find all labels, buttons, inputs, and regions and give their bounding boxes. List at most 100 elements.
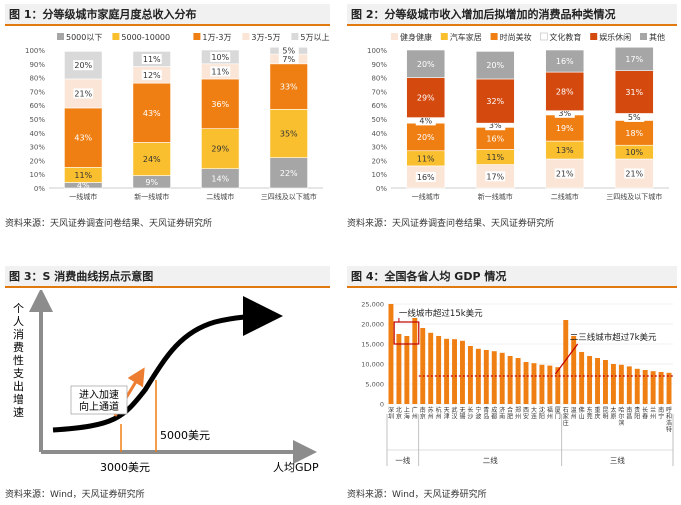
y-tick-label: 10%	[371, 171, 387, 179]
legend-swatch	[391, 33, 398, 40]
bar	[507, 356, 513, 404]
data-label: 21%	[74, 89, 92, 98]
bar-segment	[269, 109, 308, 158]
bar	[491, 351, 497, 404]
label-5000: 5000美元	[160, 429, 210, 442]
bar-segment	[614, 46, 654, 71]
bar	[634, 368, 640, 404]
y-tick-label: 25,000	[361, 301, 384, 309]
category-label: 南京	[420, 406, 426, 421]
legend-swatch	[490, 33, 498, 40]
category-label: 成都	[491, 406, 497, 421]
bar	[444, 338, 450, 404]
bar-segment	[406, 77, 446, 118]
figure-4-chart: 0 5,000 10,000 15,000 20,000 25,000 深圳北京上海广州南京…	[361, 301, 674, 466]
category-label: 一线城市	[69, 192, 97, 201]
category-label: 福州	[547, 406, 553, 421]
bar	[428, 332, 434, 404]
y-tick-label: 90%	[29, 61, 45, 69]
y-tick-label: 90%	[371, 61, 387, 69]
category-label: 二线城市	[206, 192, 234, 201]
data-label: 11%	[74, 171, 92, 180]
bar	[523, 362, 529, 404]
category-label: 太原	[610, 406, 616, 421]
data-label: 11%	[417, 154, 435, 163]
category-label: 宁波	[475, 406, 481, 421]
data-label: 17%	[486, 172, 504, 181]
data-label: 4%	[77, 181, 90, 190]
data-label-bg	[210, 66, 231, 77]
category-label: 济南	[499, 406, 505, 421]
category-label: 长沙	[467, 406, 473, 421]
data-label: 22%	[280, 169, 298, 178]
bar	[563, 320, 569, 404]
legend-label: 5000-10000	[121, 33, 170, 42]
bar	[475, 348, 481, 404]
category-label: 厦门	[555, 407, 561, 421]
figure-2-source: 资料来源：天风证券调查问卷结果、天风证券研究所	[347, 219, 555, 229]
data-label: 18%	[625, 129, 643, 138]
data-label: 36%	[211, 100, 229, 109]
data-label: 21%	[556, 170, 574, 179]
bar	[595, 358, 600, 404]
y-tick-label: 30%	[29, 144, 45, 152]
data-label: 16%	[486, 134, 504, 143]
acceleration-label-box	[70, 385, 128, 415]
bar-segment	[475, 78, 515, 124]
legend-swatch	[590, 33, 598, 40]
category-label: 佛山	[579, 406, 585, 421]
figure-4-source: 资料来源：Wind，天风证券研究所	[347, 490, 487, 500]
legend-swatch	[242, 33, 250, 40]
bar	[555, 367, 561, 404]
y-tick-label: 100%	[25, 47, 45, 55]
figure-2-panel: 图 2：分等级城市收入增加后拟增加的消费品种类情况 健身健康 汽车家居 时尚美妆 文化…	[347, 4, 677, 230]
data-label: 24%	[143, 155, 161, 164]
category-label: 青岛	[483, 406, 489, 421]
category-label: 杭州	[436, 406, 442, 421]
s-curve-diagram: 进入加速 向上通道 5000美元 3000美元 人均GDP 个人消费性支出增速	[13, 290, 319, 474]
figure-1-title: 图 1：分等级城市家庭月度总收入分布	[5, 4, 330, 26]
data-label: 5%	[628, 113, 641, 122]
category-label: 广州	[412, 406, 418, 421]
y-tick-label: 10%	[29, 171, 45, 179]
annotation-tier23: 二三线城市超过7k美元	[570, 332, 657, 343]
data-label: 43%	[74, 134, 92, 143]
bar-segment	[545, 158, 585, 189]
category-label: 一线城市	[412, 192, 440, 201]
data-label: 5%	[282, 47, 295, 56]
y-tick-label: 20,000	[361, 321, 384, 329]
data-label: 3%	[558, 109, 571, 118]
category-label: 三四线及以下城市	[261, 192, 317, 201]
data-label: 11%	[211, 67, 229, 76]
bar	[579, 352, 585, 404]
category-label: 南宁	[658, 406, 664, 421]
data-label-bg	[141, 53, 162, 64]
y-tick-label: 40%	[29, 130, 45, 138]
annotation-tier23-arrow	[554, 343, 579, 375]
bar-segment	[269, 63, 308, 110]
legend-swatch	[193, 33, 201, 40]
bar-segment	[406, 122, 446, 152]
data-label-bg	[210, 51, 231, 62]
legend-label: 文化教育	[549, 32, 581, 42]
data-label: 12%	[143, 71, 161, 80]
data-label: 20%	[417, 60, 435, 69]
y-tick-label: 60%	[371, 102, 387, 110]
bar	[404, 336, 410, 404]
legend-label: 其他	[649, 32, 665, 42]
legend-swatch	[112, 33, 120, 40]
data-label: 13%	[556, 146, 574, 155]
data-label: 19%	[556, 124, 574, 133]
y-tick-label: 20%	[29, 157, 45, 165]
data-label: 31%	[625, 88, 643, 97]
y-tick-label: 70%	[371, 88, 387, 96]
bar	[412, 318, 418, 404]
category-label: 大连	[531, 406, 537, 421]
category-label: 苏州	[428, 406, 434, 421]
y-tick-label: 70%	[29, 88, 45, 96]
bar	[483, 350, 489, 404]
category-label: 合肥	[507, 406, 513, 421]
category-label: 新一线城市	[478, 192, 513, 201]
category-label: 武汉	[452, 406, 458, 421]
bar	[396, 334, 402, 404]
